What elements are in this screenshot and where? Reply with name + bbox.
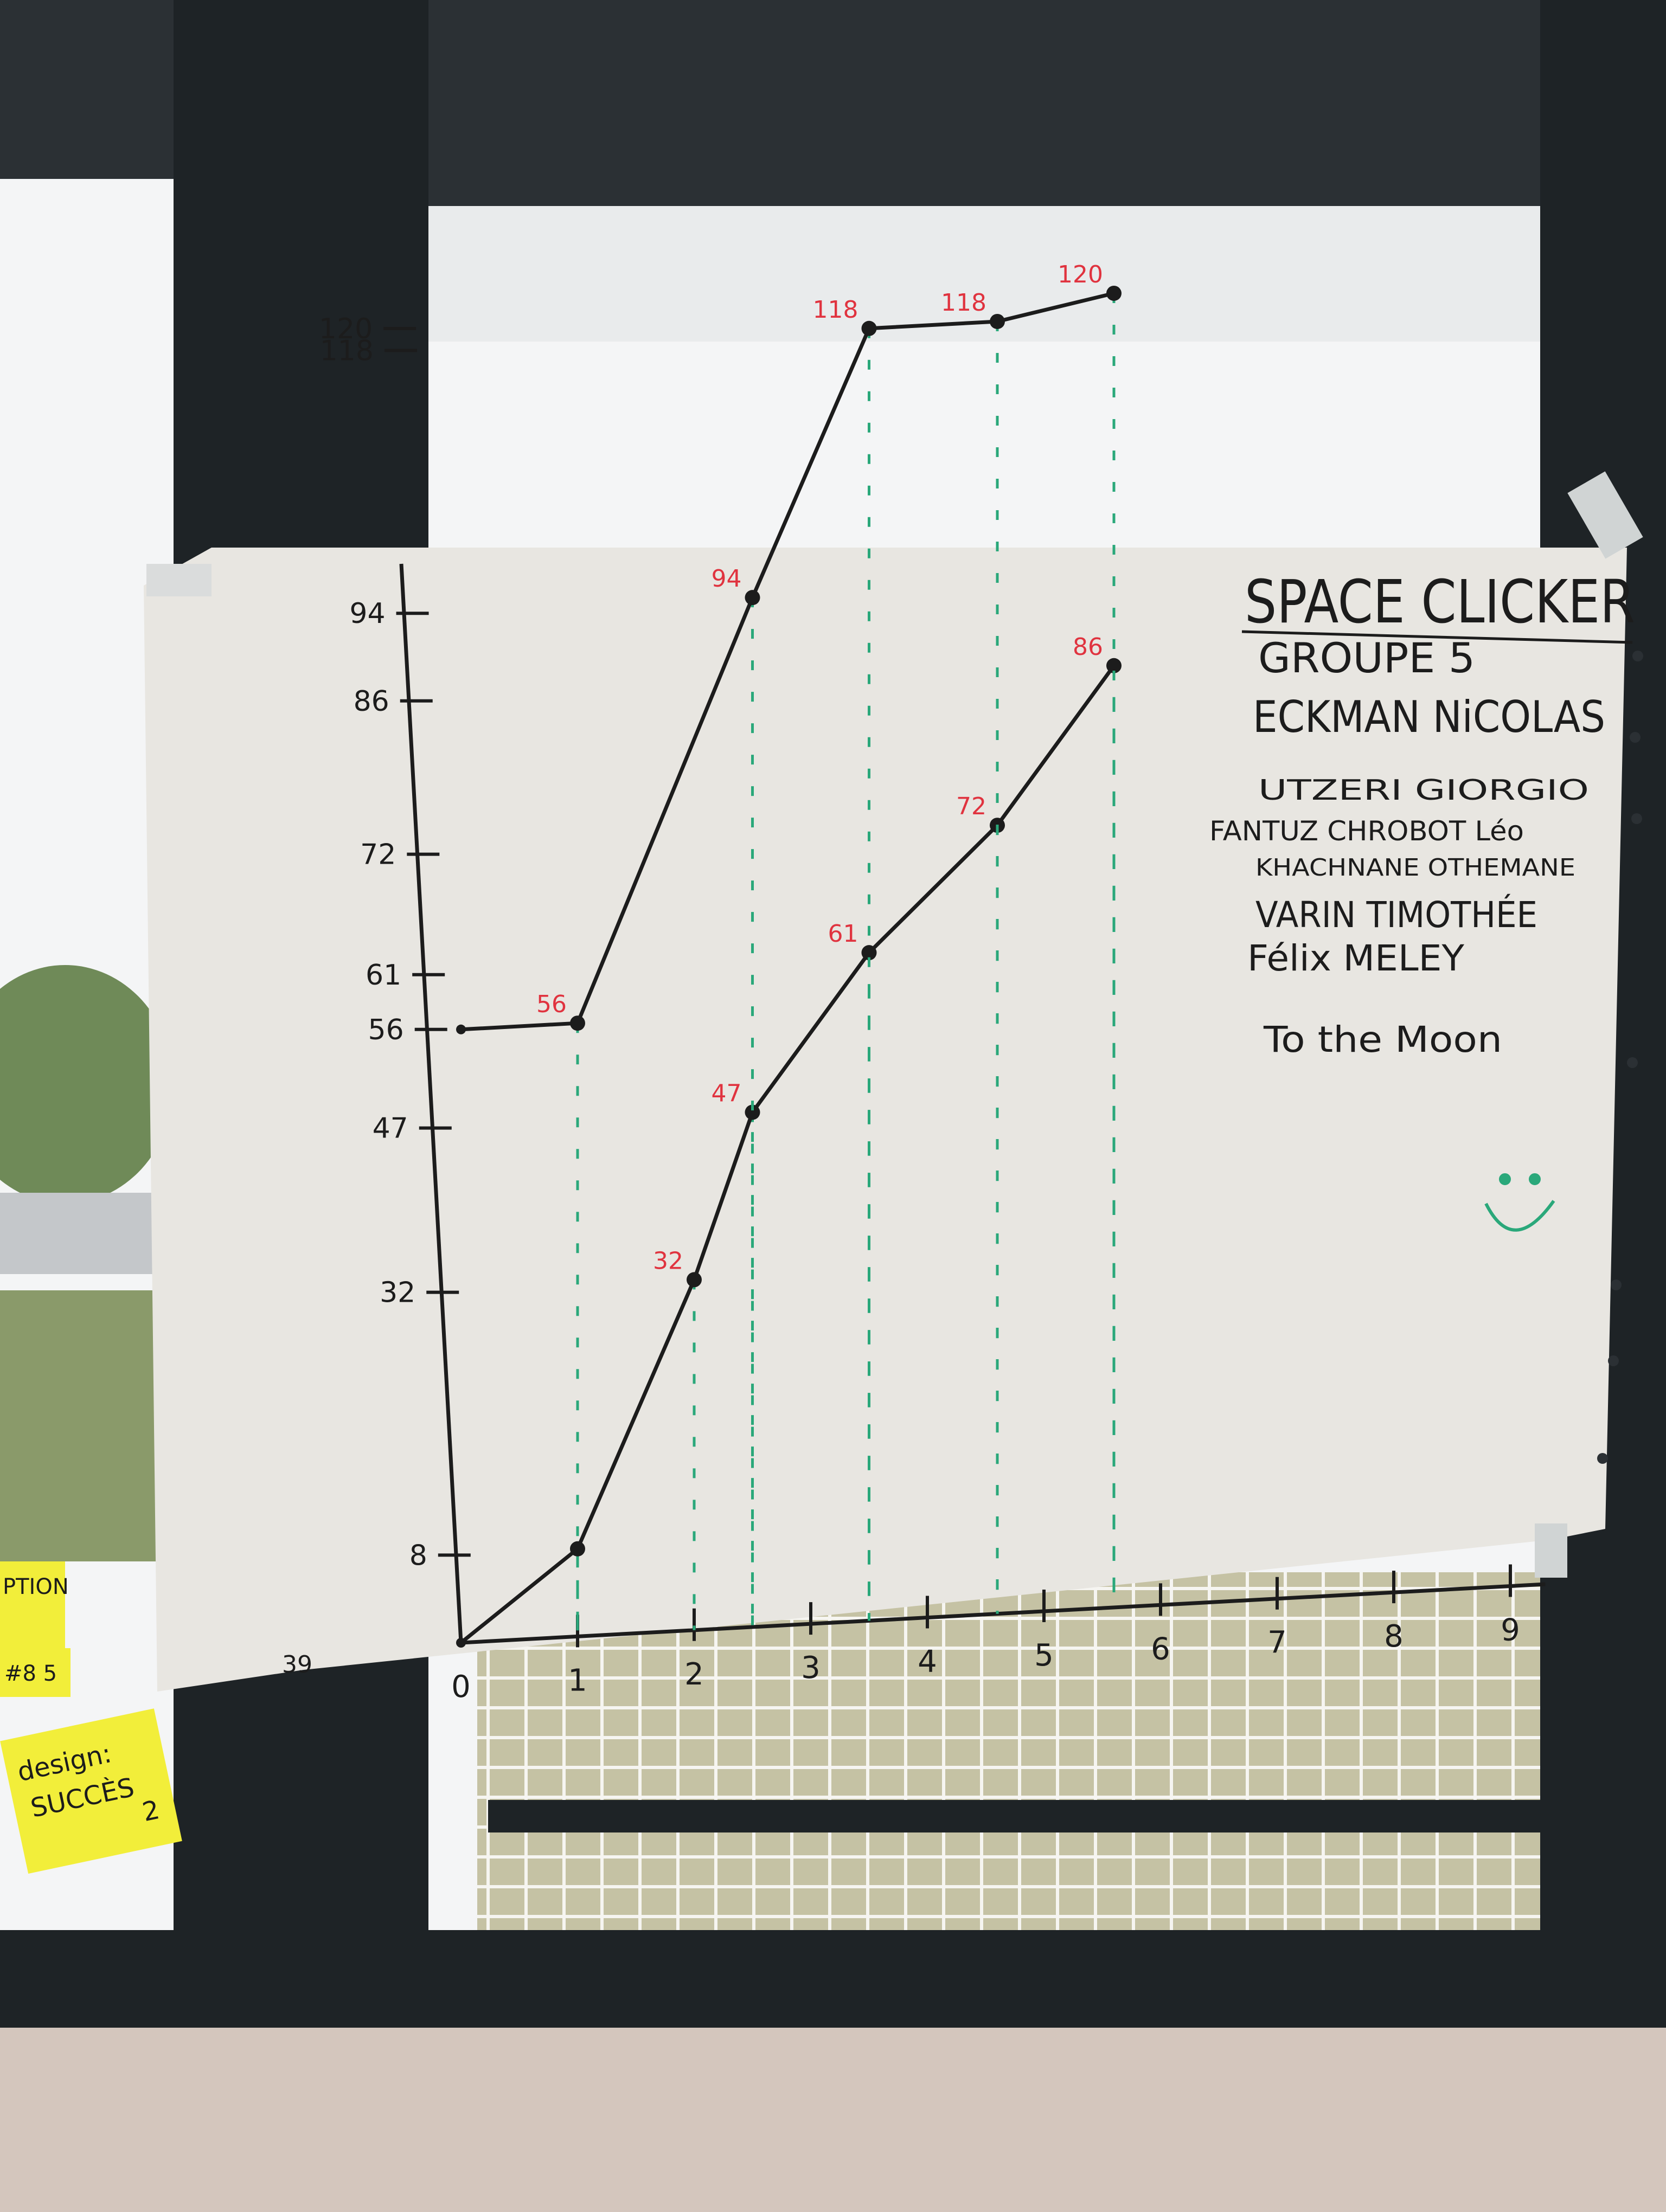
title-underline xyxy=(1241,630,1633,644)
y-tick-label: 47 xyxy=(373,1113,408,1145)
x-tick-label: 4 xyxy=(918,1644,937,1680)
y-axis xyxy=(399,563,463,1643)
sticky-note-1-text: PTION xyxy=(3,1574,69,1599)
y-tick-label: 118 xyxy=(320,335,374,367)
data-label: 72 xyxy=(956,793,986,820)
window-frame-bottom xyxy=(0,1930,1666,2028)
binder-holes xyxy=(1597,651,1643,1464)
x-tick-label: 2 xyxy=(684,1657,704,1692)
x-tick-label: 6 xyxy=(1151,1631,1170,1667)
data-point xyxy=(1106,285,1122,301)
window-sill xyxy=(488,1800,1562,1832)
sticky-note-2: #8 5 xyxy=(0,1648,71,1697)
stray-label: 39 xyxy=(282,1651,312,1679)
lawn xyxy=(0,1290,163,1561)
data-point xyxy=(745,590,760,606)
y-tick-label: 72 xyxy=(360,839,396,871)
x-axis xyxy=(460,1582,1546,1645)
smiley-face-icon xyxy=(1484,1173,1555,1232)
data-label: 118 xyxy=(813,296,858,324)
window-handle xyxy=(1619,946,1666,961)
member-2: UTZERI GIORGIO xyxy=(1258,774,1589,807)
sticky-note-3: design: SUCCÈS 2 xyxy=(0,1708,182,1874)
tape-bottom-right xyxy=(1535,1523,1567,1578)
blind-slats xyxy=(423,206,1540,342)
y-tick-label: 120 xyxy=(319,313,373,345)
sticky-note-2-text: #8 5 xyxy=(4,1661,57,1686)
data-label: 94 xyxy=(712,565,742,593)
floor xyxy=(0,2028,1666,2212)
data-label: 86 xyxy=(1073,633,1103,661)
data-point xyxy=(456,1024,466,1034)
y-tick-label: 61 xyxy=(366,959,401,992)
data-label: 47 xyxy=(712,1080,742,1108)
blind-top-left xyxy=(0,0,195,179)
y-tick-label: 56 xyxy=(368,1014,404,1046)
member-4: KHACHNANE OTHEMANE xyxy=(1255,854,1575,882)
x-tick-label: 0 xyxy=(451,1669,471,1705)
data-point xyxy=(570,1541,585,1557)
poster-title: SPACE CLICKER xyxy=(1245,567,1635,636)
poster-motto: To the Moon xyxy=(1263,1019,1502,1060)
x-tick-label: 9 xyxy=(1501,1613,1520,1648)
tape-top-right xyxy=(1567,471,1643,559)
data-label: 118 xyxy=(941,289,986,317)
series-line-2 xyxy=(460,291,1114,1032)
data-label: 56 xyxy=(536,991,567,1018)
data-label: 120 xyxy=(1058,261,1103,288)
y-tick-label: 32 xyxy=(380,1277,415,1309)
data-point xyxy=(456,1638,466,1648)
data-point xyxy=(570,1015,585,1031)
data-point xyxy=(861,945,877,961)
x-tick-label: 1 xyxy=(568,1663,587,1698)
data-label: 32 xyxy=(653,1247,683,1275)
road xyxy=(0,1193,163,1274)
data-point xyxy=(861,320,877,336)
y-tick-label: 8 xyxy=(409,1539,427,1572)
member-5: VARIN TIMOTHÉE xyxy=(1255,893,1537,936)
trees xyxy=(0,965,174,1204)
member-6: Félix MELEY xyxy=(1247,937,1465,979)
member-3: FANTUZ CHROBOT Léo xyxy=(1209,815,1524,847)
data-point xyxy=(1106,658,1122,673)
x-tick-label: 8 xyxy=(1384,1619,1404,1654)
poster-group: GROUPE 5 xyxy=(1258,634,1475,682)
x-tick-label: 5 xyxy=(1034,1638,1054,1673)
data-label: 61 xyxy=(828,920,858,948)
member-1: ECKMAN NiCOLAS xyxy=(1253,692,1605,742)
y-tick-label: 86 xyxy=(354,685,389,718)
x-tick-label: 3 xyxy=(801,1650,821,1686)
x-tick-label: 7 xyxy=(1267,1625,1287,1661)
y-tick-label: 94 xyxy=(349,597,385,630)
paper-poster xyxy=(144,548,1627,1692)
data-point xyxy=(990,313,1005,329)
data-point xyxy=(687,1272,702,1288)
tape-top-left xyxy=(146,564,212,596)
data-point xyxy=(745,1104,760,1120)
